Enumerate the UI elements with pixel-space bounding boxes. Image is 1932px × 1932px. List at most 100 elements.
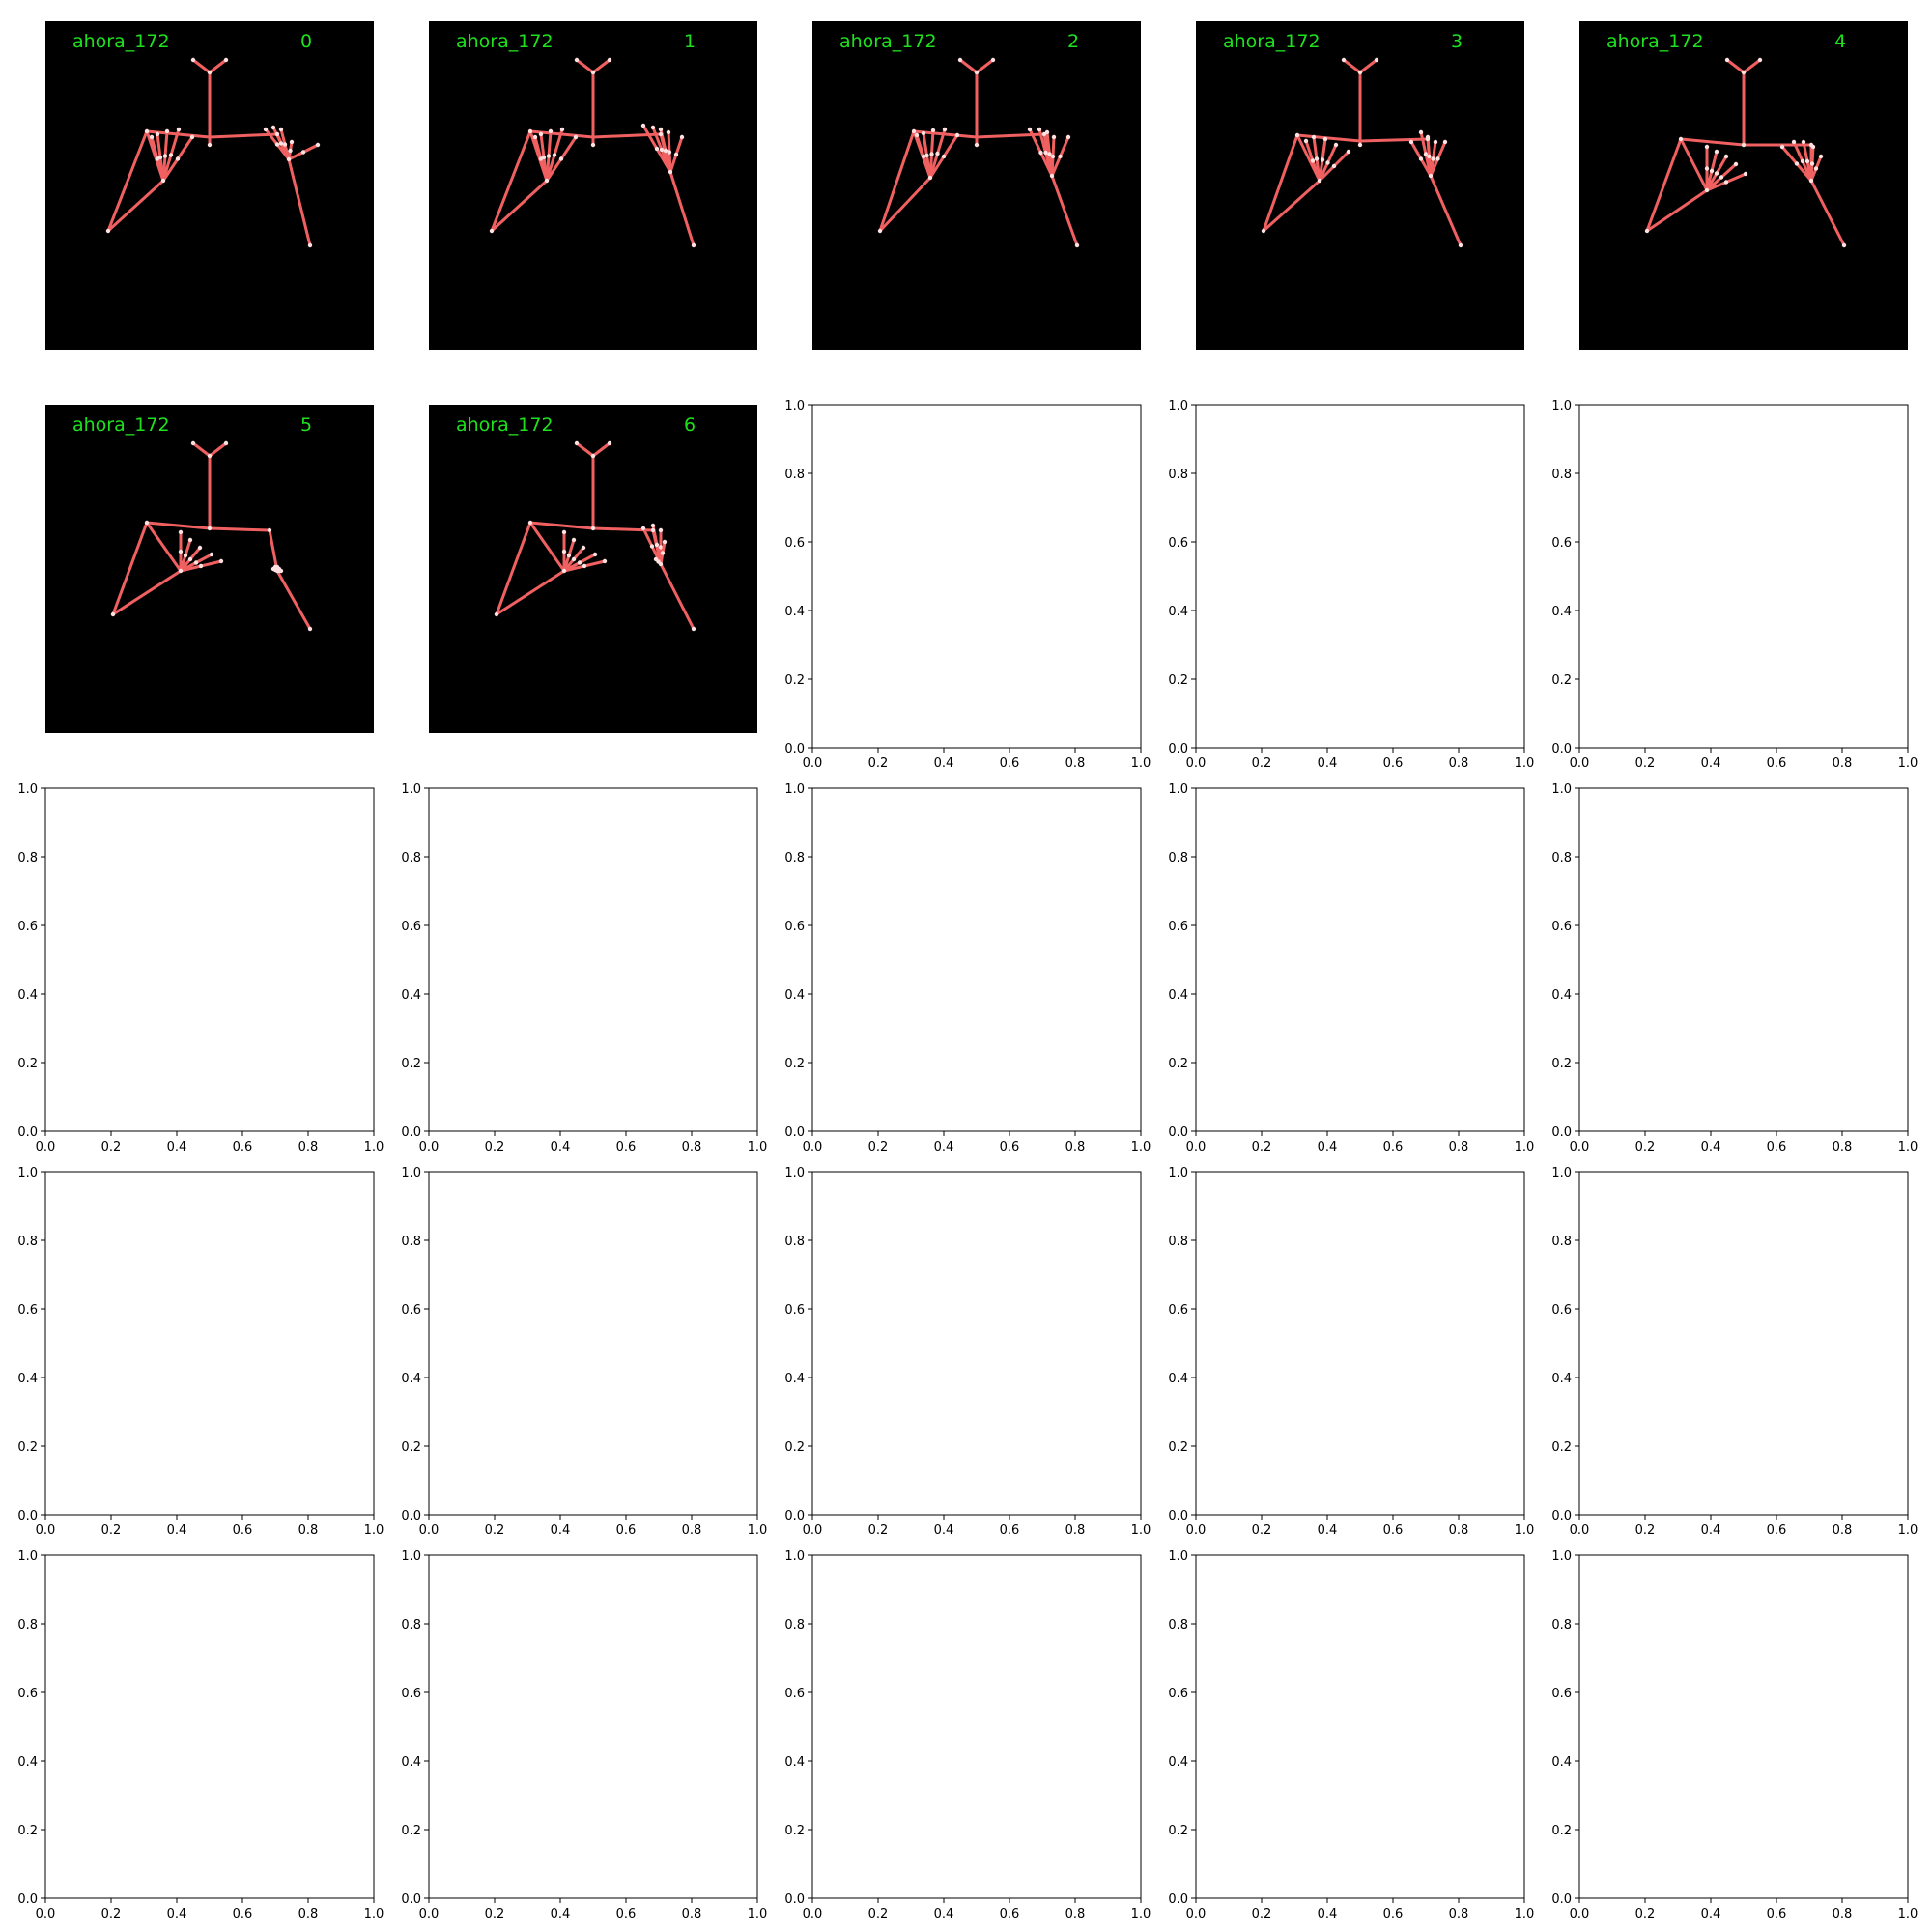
frame-index: 4 — [1834, 31, 1846, 52]
x-tick-label: 0.2 — [1252, 756, 1272, 771]
x-tick-label: 1.0 — [1898, 756, 1918, 771]
y-tick-label: 0.0 — [1168, 1509, 1188, 1523]
skeleton-joint — [924, 153, 929, 158]
axes-frame — [44, 1554, 375, 1899]
skeleton-bone — [1679, 137, 1746, 147]
y-tick-label: 0.2 — [1168, 1057, 1188, 1071]
axes-frame — [811, 1554, 1142, 1899]
frame-panel-0: ahora_172 0 — [45, 21, 374, 350]
x-tick-label: 0.0 — [1186, 1523, 1207, 1538]
axes-frame — [811, 787, 1142, 1132]
skeleton-bone — [1295, 133, 1362, 143]
skeleton-joint — [921, 154, 926, 159]
x-tick-label: 0.0 — [1570, 1523, 1590, 1538]
y-tick-label: 1.0 — [401, 1549, 421, 1564]
axes-frame — [1578, 404, 1909, 749]
y-tick-label: 0.6 — [784, 1303, 805, 1318]
x-tick-label: 0.4 — [551, 1907, 571, 1921]
axes-frame — [811, 1171, 1142, 1516]
skeleton-bone — [591, 441, 611, 458]
y-tick-label: 0.2 — [401, 1057, 421, 1071]
skeleton-joint — [1644, 228, 1650, 234]
skeleton-joint — [1294, 132, 1300, 138]
x-tick-label: 0.8 — [298, 1140, 319, 1154]
y-tick-label: 0.4 — [17, 1755, 38, 1770]
y-tick-label: 1.0 — [17, 1166, 38, 1180]
x-tick-label: 0.4 — [551, 1140, 571, 1154]
skeleton-joint — [581, 545, 586, 551]
y-tick-label: 0.2 — [1551, 1440, 1572, 1455]
skeleton-joint — [532, 134, 538, 140]
empty-axes-15: 0.00.0 0.2 0.2 0.4 0.4 0.6 0.6 0.8 0.8 1.0 1.0 — [17, 1166, 384, 1538]
x-tick-label: 0.6 — [616, 1140, 637, 1154]
skeleton-joint — [1074, 242, 1080, 248]
skeleton-joint — [590, 453, 596, 459]
skeleton-joint — [658, 561, 664, 567]
frame-label: ahora_172 — [1606, 31, 1704, 52]
x-tick-label: 0.4 — [1318, 1523, 1338, 1538]
skeleton-joint — [1714, 171, 1719, 176]
skeleton-joint — [207, 70, 213, 75]
skeleton-joint — [1037, 127, 1042, 132]
frame-panel-4: ahora_172 4 — [1579, 21, 1908, 350]
x-tick-label: 0.8 — [298, 1523, 319, 1538]
frame-label: ahora_172 — [1223, 31, 1321, 52]
skeleton-bone — [145, 521, 212, 530]
y-tick-label: 0.6 — [17, 920, 38, 934]
y-tick-label: 0.6 — [17, 1687, 38, 1701]
skeleton-joint — [494, 611, 499, 617]
skeleton-bone — [1342, 58, 1362, 74]
skeleton-joint — [218, 558, 224, 564]
x-tick-label: 0.6 — [1383, 1907, 1404, 1921]
skeleton-joint — [571, 556, 577, 562]
empty-axes-12: 0.00.0 0.2 0.2 0.4 0.4 0.6 0.6 0.8 0.8 1.0 1.0 — [784, 782, 1151, 1154]
skeleton-joint — [573, 134, 579, 140]
x-tick-label: 0.6 — [616, 1907, 637, 1921]
x-tick-label: 0.8 — [1833, 1907, 1853, 1921]
skeleton-joint — [877, 228, 883, 234]
skeleton-joint — [1757, 57, 1763, 63]
x-tick-label: 0.0 — [419, 1523, 440, 1538]
skeleton-joint — [1709, 168, 1715, 174]
skeleton-joint — [691, 626, 696, 632]
empty-axes-19: 0.00.0 0.2 0.2 0.4 0.4 0.6 0.6 0.8 0.8 1.0 1.0 — [1551, 1166, 1918, 1538]
y-tick-label: 1.0 — [1551, 1549, 1572, 1564]
frame-index: 0 — [300, 31, 312, 52]
skeleton-joint — [1678, 136, 1684, 142]
y-tick-label: 0.4 — [1168, 1372, 1188, 1386]
y-tick-label: 0.4 — [401, 988, 421, 1003]
skeleton-joint — [1325, 160, 1330, 165]
frame-index: 6 — [684, 414, 696, 436]
y-tick-label: 0.8 — [401, 1235, 421, 1249]
skeleton-joint — [929, 152, 934, 156]
skeleton-joint — [223, 57, 229, 63]
skeleton-joint — [1427, 154, 1432, 159]
skeleton-joint — [1841, 242, 1847, 248]
skeleton-joint — [582, 563, 587, 569]
skeleton-joint — [590, 526, 596, 531]
skeleton-bone — [1358, 137, 1430, 143]
y-tick-label: 0.2 — [784, 1057, 805, 1071]
x-tick-label: 0.4 — [1701, 1907, 1721, 1921]
skeleton-joint — [267, 527, 272, 533]
x-tick-label: 0.4 — [167, 1523, 187, 1538]
skeleton-joint — [1043, 150, 1048, 156]
y-tick-label: 0.6 — [784, 536, 805, 551]
empty-axes-18: 0.00.0 0.2 0.2 0.4 0.4 0.6 0.6 0.8 0.8 1.0 1.0 — [1168, 1166, 1534, 1538]
y-tick-label: 0.2 — [401, 1824, 421, 1838]
skeleton-bone — [111, 521, 149, 616]
y-tick-label: 1.0 — [784, 1549, 805, 1564]
skeleton-joint — [957, 57, 963, 63]
skeleton-joint — [1341, 57, 1347, 63]
y-tick-label: 0.0 — [1168, 1125, 1188, 1140]
skeleton-bone — [287, 157, 312, 247]
skeleton-joint — [561, 549, 567, 554]
y-tick-label: 1.0 — [17, 1549, 38, 1564]
skeleton-joint — [1357, 70, 1363, 75]
x-tick-label: 0.0 — [1186, 1140, 1207, 1154]
skeleton-bone — [528, 521, 595, 530]
x-tick-label: 0.6 — [1383, 1523, 1404, 1538]
skeleton-bone — [1645, 137, 1683, 233]
x-tick-label: 1.0 — [748, 1140, 768, 1154]
